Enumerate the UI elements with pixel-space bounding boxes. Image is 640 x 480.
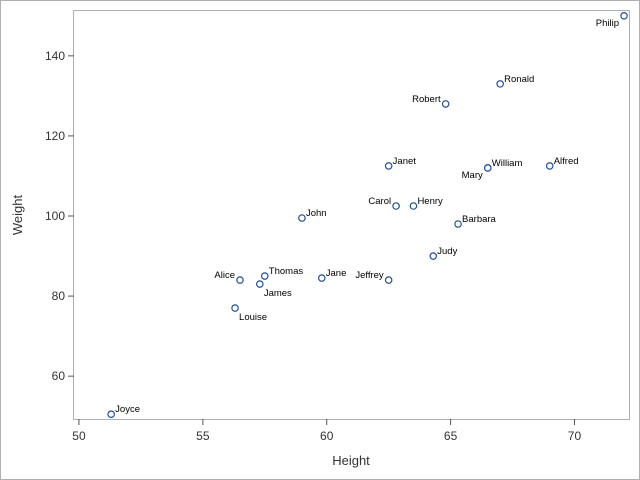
point-label-thomas: Thomas (269, 266, 304, 277)
y-axis: 60 80 100 120 140 (45, 49, 74, 383)
data-point-joyce (107, 410, 115, 418)
y-tick-label: 120 (45, 129, 65, 143)
point-labels: Alfred Alice Barbara Carol Henry James Jane Jan… (115, 18, 619, 415)
data-point-barbara (454, 220, 462, 228)
point-label-ronald: Ronald (504, 74, 534, 85)
data-point-judy (429, 252, 438, 260)
data-point-louise (231, 304, 239, 312)
x-tick-label: 50 (72, 429, 86, 443)
plot-area (73, 10, 630, 420)
point-label-william: William (492, 158, 523, 169)
data-point-thomas (260, 272, 269, 280)
data-point-jane (317, 274, 326, 282)
data-point-alice (236, 276, 244, 284)
point-label-janet: Janet (393, 156, 417, 167)
data-point-william (483, 164, 492, 172)
y-axis-title: Weight (10, 195, 25, 236)
point-label-barbara: Barbara (462, 214, 497, 225)
point-label-jane: Jane (326, 268, 347, 279)
point-label-henry: Henry (417, 196, 443, 207)
point-label-jeffrey: Jeffrey (355, 270, 384, 281)
data-point-ronald (496, 80, 504, 88)
data-point-henry (409, 202, 418, 210)
point-label-alice: Alice (214, 270, 235, 281)
point-label-james: James (264, 288, 292, 299)
point-label-john: John (306, 208, 327, 219)
y-tick-label: 140 (45, 49, 65, 63)
point-label-joyce: Joyce (115, 404, 140, 415)
y-tick-label: 100 (45, 209, 65, 223)
point-label-judy: Judy (437, 246, 457, 257)
data-point-john (298, 214, 306, 222)
data-point-carol (392, 202, 400, 210)
data-point-robert (441, 100, 450, 108)
data-points (107, 12, 628, 418)
x-axis-title: Height (332, 453, 370, 468)
data-point-jeffrey (384, 276, 393, 284)
y-tick-label: 60 (52, 369, 66, 383)
point-label-robert: Robert (412, 94, 441, 105)
point-label-carol: Carol (368, 196, 391, 207)
data-point-james (256, 280, 264, 288)
data-point-alfred (545, 162, 554, 170)
data-point-janet (384, 162, 393, 170)
point-label-alfred: Alfred (554, 156, 579, 167)
x-axis: 50 55 60 65 70 (72, 419, 581, 443)
point-label-louise: Louise (239, 312, 267, 323)
point-label-philip: Philip (596, 18, 619, 29)
data-point-philip (620, 12, 628, 20)
y-tick-label: 80 (52, 289, 66, 303)
x-tick-label: 70 (568, 429, 582, 443)
x-tick-label: 55 (196, 429, 210, 443)
x-tick-label: 65 (444, 429, 458, 443)
x-tick-label: 60 (320, 429, 334, 443)
point-label-mary: Mary (462, 170, 483, 181)
